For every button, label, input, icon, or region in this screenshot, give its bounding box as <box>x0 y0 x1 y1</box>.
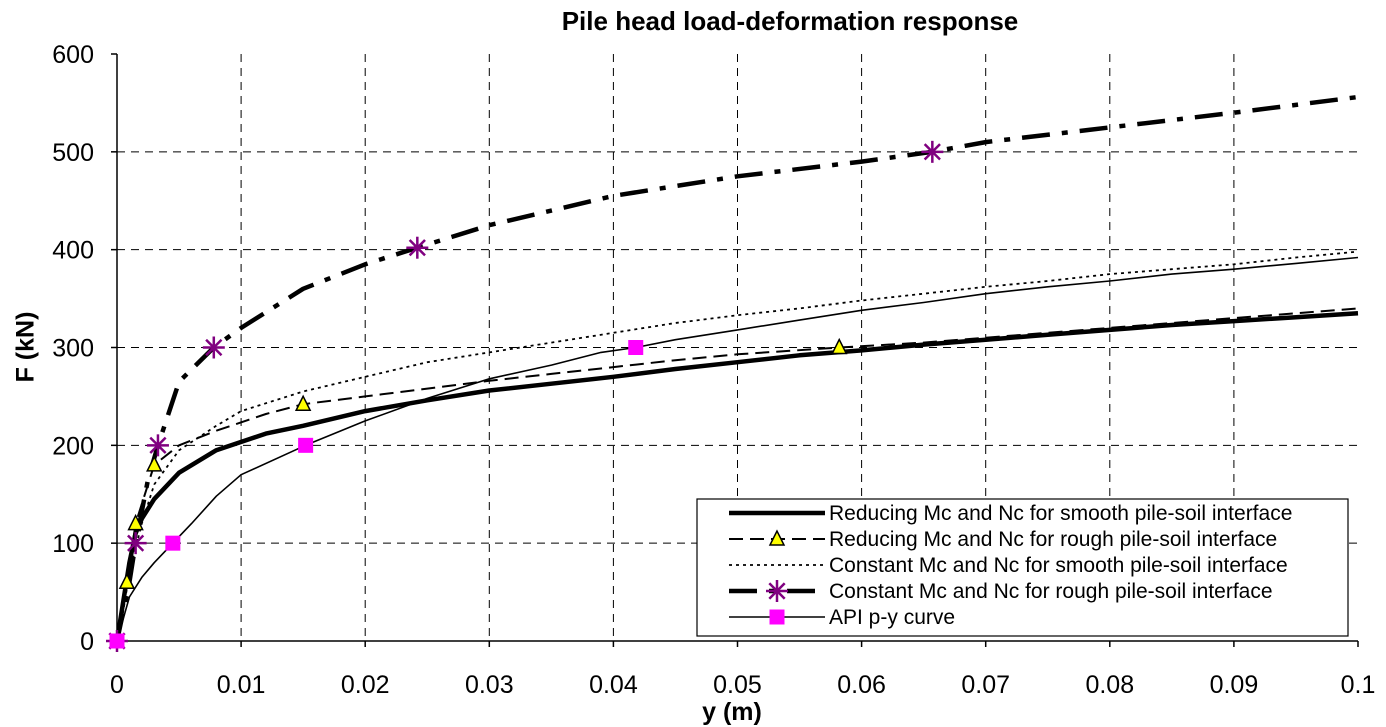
y-tick-label: 400 <box>52 237 94 265</box>
legend-label-2: Reducing Mc and Nc for rough pile-soil i… <box>829 528 1277 551</box>
x-axis-label: y (m) <box>702 698 762 726</box>
y-tick-label: 600 <box>52 41 94 69</box>
y-tick-label: 100 <box>52 530 94 558</box>
legend-label-4: Constant Mc and Nc for rough pile-soil i… <box>829 580 1273 603</box>
series-5-marker <box>628 340 644 355</box>
series-4-marker <box>406 236 429 259</box>
series-2-marker <box>294 394 312 411</box>
y-tick-label: 300 <box>52 335 94 363</box>
series-5-marker <box>109 633 125 649</box>
x-tick-label: 0.01 <box>217 671 266 699</box>
legend-label-5: API p-y curve <box>829 606 955 629</box>
legend-box <box>696 498 1349 637</box>
x-tick-label: 0.03 <box>465 671 514 699</box>
legend-marker-2 <box>768 529 786 546</box>
x-tick-label: 0.04 <box>589 671 638 699</box>
x-tick-label: 0.07 <box>961 671 1010 699</box>
y-axis-label: F (kN) <box>11 311 40 383</box>
series-4-marker <box>202 336 225 359</box>
series-line-3 <box>116 250 1359 642</box>
series-2-marker <box>831 337 848 355</box>
series-2-marker <box>127 513 144 531</box>
series-4-marker <box>124 532 147 555</box>
series-4-marker <box>921 140 944 163</box>
x-tick-label: 0.06 <box>837 671 886 699</box>
series-line-1 <box>114 311 1359 642</box>
x-tick-label: 0.02 <box>341 671 390 699</box>
series-line-2 <box>116 307 1359 642</box>
legend-marker-4 <box>766 580 788 602</box>
legend-label-3: Constant Mc and Nc for smooth pile-soil … <box>829 554 1288 577</box>
legend-marker-5 <box>769 609 785 625</box>
series-2-marker <box>118 572 136 590</box>
series-5-marker <box>165 535 181 551</box>
x-tick-label: 0 <box>110 671 124 699</box>
legend-label-1: Reducing Mc and Nc for smooth pile-soil … <box>829 502 1292 525</box>
series-5-marker <box>298 437 314 453</box>
x-tick-label: 0.05 <box>713 671 762 699</box>
x-tick-label: 0.08 <box>1085 671 1134 699</box>
chart-title: Pile head load-deformation response <box>561 6 1019 36</box>
x-tick-label: 0.09 <box>1210 671 1259 699</box>
series-line-4 <box>114 94 1359 642</box>
y-tick-label: 500 <box>52 139 94 167</box>
y-tick-label: 200 <box>52 432 94 460</box>
series-2-marker <box>146 455 163 472</box>
x-tick-label: 0.1 <box>1341 671 1376 699</box>
series-4-marker <box>146 434 169 457</box>
y-tick-label: 0 <box>80 628 94 656</box>
